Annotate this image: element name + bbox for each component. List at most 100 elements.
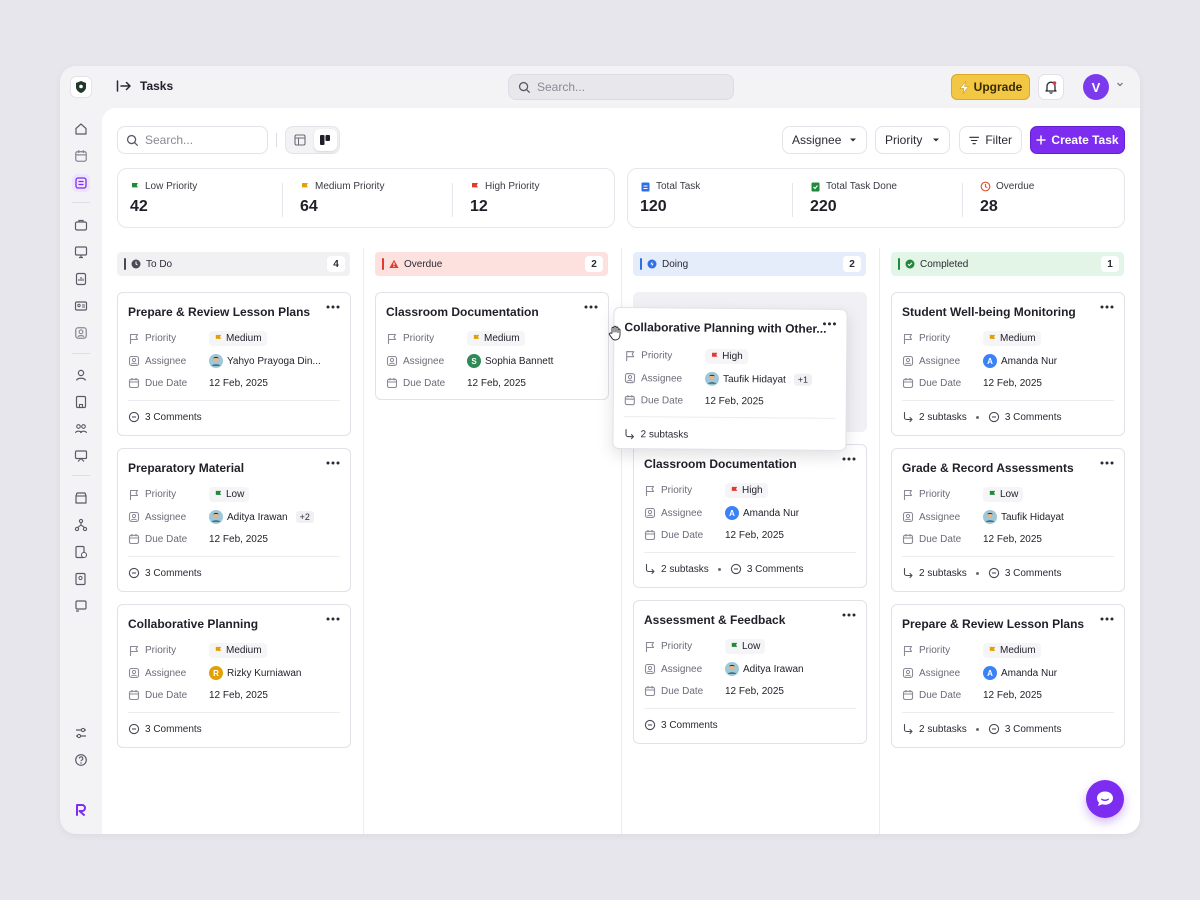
comments-count[interactable]: 3 Comments	[1004, 411, 1062, 423]
create-task-button[interactable]: Create Task	[1030, 126, 1125, 154]
chevron-down-icon[interactable]	[1116, 80, 1124, 88]
priority-value: Medium	[1000, 645, 1036, 656]
more-options-icon[interactable]	[1100, 305, 1114, 309]
subtasks-count[interactable]: 2 subtasks	[919, 411, 967, 423]
user-badge-icon	[644, 507, 656, 519]
more-options-icon[interactable]	[842, 457, 856, 461]
due-date-value: 12 Feb, 2025	[983, 377, 1042, 389]
kanban-icon	[320, 135, 331, 145]
comments-link[interactable]: 3 Comments	[128, 411, 202, 423]
chat-support-button[interactable]	[1086, 780, 1124, 818]
more-options-icon[interactable]	[1100, 461, 1114, 465]
due-date-value: 12 Feb, 2025	[983, 533, 1042, 545]
task-card[interactable]: Classroom Documentation Priority High Ass…	[633, 444, 867, 588]
task-card[interactable]: Preparatory Material Priority Low Assigne…	[117, 448, 351, 592]
more-options-icon[interactable]	[842, 613, 856, 617]
comments-link[interactable]: 3 Comments	[128, 567, 202, 579]
comments-count[interactable]: 3 Comments	[746, 563, 804, 575]
more-options-icon[interactable]	[822, 322, 836, 326]
stat-divider	[792, 183, 793, 217]
sidebar-item-brand[interactable]	[72, 801, 90, 819]
stat-label: Total Task Done	[826, 181, 897, 192]
due-date-row: Due Date 12 Feb, 2025	[624, 394, 764, 407]
sidebar-item-report[interactable]	[72, 270, 90, 288]
sidebar-item-network[interactable]	[72, 516, 90, 534]
sidebar-item-id-card[interactable]	[72, 297, 90, 315]
task-card[interactable]: Collaborative Planning Priority Medium As…	[117, 604, 351, 748]
sidebar-item-briefcase[interactable]	[72, 216, 90, 234]
more-options-icon[interactable]	[326, 461, 340, 465]
stat-high-priority: High Priority 12	[470, 181, 539, 216]
more-options-icon[interactable]	[1100, 617, 1114, 621]
board-view-button[interactable]	[313, 129, 337, 151]
sidebar-item-board[interactable]	[72, 447, 90, 465]
sidebar-item-cast[interactable]	[72, 597, 90, 615]
sidebar-item-tasks[interactable]	[72, 174, 90, 192]
global-search-input[interactable]: Search...	[508, 74, 734, 100]
task-card[interactable]: Grade & Record Assessments Priority Low A…	[891, 448, 1125, 592]
grab-cursor-icon	[608, 325, 621, 341]
notification-button[interactable]	[1038, 74, 1064, 100]
priority-pill: Medium	[983, 643, 1041, 658]
user-avatar[interactable]: V	[1083, 74, 1109, 100]
sidebar-item-calendar[interactable]	[72, 147, 90, 165]
sidebar-item-user-search[interactable]	[72, 570, 90, 588]
subtasks-link[interactable]: 2 subtasks	[623, 428, 688, 441]
subtasks-count[interactable]: 2 subtasks	[919, 567, 967, 579]
dragged-task-card[interactable]: Collaborative Planning with Other... Pri…	[612, 306, 848, 452]
more-options-icon[interactable]	[584, 305, 598, 309]
priority-row: Priority Medium	[128, 331, 267, 346]
subtasks-count[interactable]: 2 subtasks	[919, 723, 967, 735]
column-count-badge: 1	[1101, 256, 1119, 272]
priority-dropdown[interactable]: Priority	[875, 126, 950, 154]
comments-count[interactable]: 3 Comments	[1004, 723, 1062, 735]
card-footer: 2 subtasks 3 Comments	[902, 411, 1062, 423]
filter-label: Filter	[985, 133, 1012, 147]
network-icon	[74, 518, 88, 532]
sidebar-item-home[interactable]	[72, 120, 90, 138]
task-card[interactable]: Prepare & Review Lesson Plans Priority Me…	[891, 604, 1125, 748]
stat-label: Total Task	[656, 181, 701, 192]
upgrade-button[interactable]: Upgrade	[951, 74, 1030, 100]
sidebar-divider	[72, 202, 90, 203]
assignee-dropdown[interactable]: Assignee	[782, 126, 867, 154]
task-card[interactable]: Classroom Documentation Priority Medium A…	[375, 292, 609, 400]
yellow-flag-icon	[214, 646, 223, 655]
sidebar-item-profile[interactable]	[72, 366, 90, 384]
sidebar-item-schedule[interactable]	[72, 543, 90, 561]
sidebar-item-help[interactable]	[72, 751, 90, 769]
sidebar-item-settings[interactable]	[72, 724, 90, 742]
sidebar-item-presentation[interactable]	[72, 243, 90, 261]
filter-icon	[969, 136, 980, 144]
sidebar-item-badge[interactable]	[72, 324, 90, 342]
table-view-button[interactable]	[288, 129, 312, 151]
assignee-row: Assignee Taufik Hidayat +1	[624, 371, 813, 387]
task-card[interactable]: Student Well-being Monitoring Priority Me…	[891, 292, 1125, 436]
task-card[interactable]: Assessment & Feedback Priority Low Assign…	[633, 600, 867, 744]
stat-divider	[962, 183, 963, 217]
sidebar-item-building[interactable]	[72, 393, 90, 411]
comments-count[interactable]: 3 Comments	[1004, 567, 1062, 579]
more-options-icon[interactable]	[326, 305, 340, 309]
stat-low-priority: Low Priority 42	[130, 181, 197, 216]
subtasks-count[interactable]: 2 subtasks	[661, 563, 709, 575]
comments-count: 3 Comments	[145, 723, 202, 735]
user-badge-icon	[386, 355, 398, 367]
task-stats-panel: Total Task 120 Total Task Done 220 Overd…	[627, 168, 1125, 228]
sidebar-toggle-icon[interactable]	[116, 80, 132, 92]
sidebar-item-team[interactable]	[72, 420, 90, 438]
due-date-row: Due Date 12 Feb, 2025	[386, 377, 526, 389]
help-icon	[75, 754, 87, 766]
yellow-flag-icon	[988, 646, 997, 655]
more-options-icon[interactable]	[326, 617, 340, 621]
comments-link[interactable]: 3 Comments	[128, 723, 202, 735]
task-card[interactable]: Prepare & Review Lesson Plans Priority Me…	[117, 292, 351, 436]
app-logo[interactable]	[70, 76, 92, 98]
calendar-icon	[644, 529, 656, 541]
task-search-input[interactable]: Search...	[117, 126, 268, 154]
comments-link[interactable]: 3 Comments	[644, 719, 718, 731]
priority-pill: Medium	[209, 643, 267, 658]
priority-row: Priority Medium	[386, 331, 525, 346]
sidebar-item-store[interactable]	[72, 489, 90, 507]
filter-button[interactable]: Filter	[959, 126, 1022, 154]
